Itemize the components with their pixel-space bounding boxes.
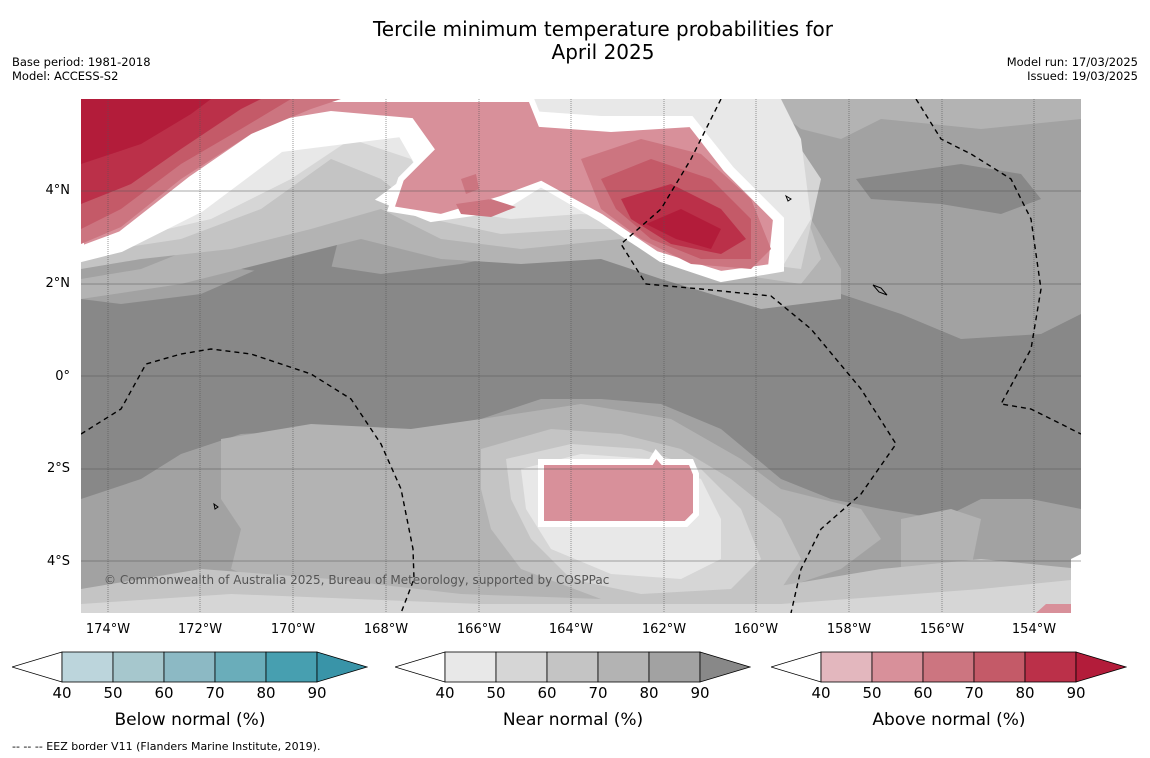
lon-label-172w: 172°W	[177, 622, 223, 637]
colorbar-tick-label: 60	[913, 684, 933, 702]
lat-label-0: 0°	[55, 369, 70, 384]
colorbar-tick-label: 40	[52, 684, 72, 702]
probability-map	[81, 99, 1081, 613]
lon-label-160w: 160°W	[733, 622, 779, 637]
colorbar-segment	[444, 651, 497, 683]
colorbar-tick-label: 70	[588, 684, 608, 702]
colorbar-segment	[61, 651, 114, 683]
lat-label-2n: 2°N	[45, 276, 71, 291]
colorbar-segment	[265, 651, 318, 683]
colorbar-tick-label: 90	[307, 684, 327, 702]
colorbar-tick-label: 60	[537, 684, 557, 702]
lon-label-168w: 168°W	[363, 622, 409, 637]
colorbar-tick-label: 70	[964, 684, 984, 702]
colorbar-tick-label: 50	[862, 684, 882, 702]
colorbar-segment	[546, 651, 599, 683]
eez-footnote: -- -- -- EEZ border V11 (Flanders Marine…	[12, 740, 321, 753]
colorbar-segment	[1024, 651, 1077, 683]
colorbar-segment	[820, 651, 873, 683]
colorbar-max-extension	[316, 651, 368, 683]
lon-label-156w: 156°W	[919, 622, 965, 637]
colorbar-segment	[163, 651, 216, 683]
below-normal-label: Below normal (%)	[114, 710, 266, 730]
lat-label-4s: 4°S	[46, 554, 70, 569]
colorbar-tick-label: 80	[1015, 684, 1035, 702]
colorbar-segment	[597, 651, 650, 683]
base-period-info: Base period: 1981-2018 Model: ACCESS-S2	[12, 55, 151, 83]
colorbar-segment	[922, 651, 975, 683]
base-period: Base period: 1981-2018	[12, 55, 151, 69]
colorbar-tick-label: 50	[486, 684, 506, 702]
colorbar-tick-label: 40	[811, 684, 831, 702]
colorbar-segment	[495, 651, 548, 683]
colorbar-segment	[871, 651, 924, 683]
colorbar-tick-label: 90	[690, 684, 710, 702]
lon-label-158w: 158°W	[826, 622, 872, 637]
lon-label-170w: 170°W	[270, 622, 316, 637]
colorbar-tick-label: 80	[256, 684, 276, 702]
colorbar-tick-label: 70	[205, 684, 225, 702]
colorbar-min-extension	[395, 651, 446, 683]
above-normal-colorbar	[771, 651, 1127, 683]
above-normal-label: Above normal (%)	[872, 710, 1026, 730]
near-normal-label: Near normal (%)	[502, 710, 644, 730]
model-run-date: Model run: 17/03/2025	[1006, 55, 1138, 69]
run-info: Model run: 17/03/2025 Issued: 19/03/2025	[1007, 55, 1138, 83]
colorbar-segment	[648, 651, 701, 683]
model-name: Model: ACCESS-S2	[12, 69, 119, 83]
colorbar-segment	[214, 651, 267, 683]
colorbar-tick-label: 60	[154, 684, 174, 702]
lon-label-174w: 174°W	[85, 622, 131, 637]
lon-label-162w: 162°W	[641, 622, 687, 637]
below-normal-colorbar	[12, 651, 368, 683]
lon-label-164w: 164°W	[548, 622, 594, 637]
eez-border-lines	[81, 99, 1081, 613]
colorbar-segment	[973, 651, 1026, 683]
colorbar-tick-label: 80	[639, 684, 659, 702]
colorbar-tick-label: 90	[1066, 684, 1086, 702]
colorbar-max-extension	[1075, 651, 1127, 683]
colorbar-tick-label: 50	[103, 684, 123, 702]
near-normal-colorbar	[395, 651, 751, 683]
lat-label-4n: 4°N	[45, 183, 71, 198]
colorbar-min-extension	[771, 651, 822, 683]
colorbar-min-extension	[12, 651, 63, 683]
lon-label-154w: 154°W	[1011, 622, 1057, 637]
colorbar-tick-label: 40	[435, 684, 455, 702]
issued-date: Issued: 19/03/2025	[1027, 69, 1138, 83]
near-normal-90-region	[81, 249, 1081, 519]
colorbar-max-extension	[699, 651, 751, 683]
map-title: Tercile minimum temperature probabilitie…	[372, 17, 834, 64]
lon-label-166w: 166°W	[456, 622, 502, 637]
lat-label-2s: 2°S	[46, 461, 70, 476]
copyright-notice: © Commonwealth of Australia 2025, Bureau…	[104, 573, 610, 587]
colorbar-segment	[112, 651, 165, 683]
